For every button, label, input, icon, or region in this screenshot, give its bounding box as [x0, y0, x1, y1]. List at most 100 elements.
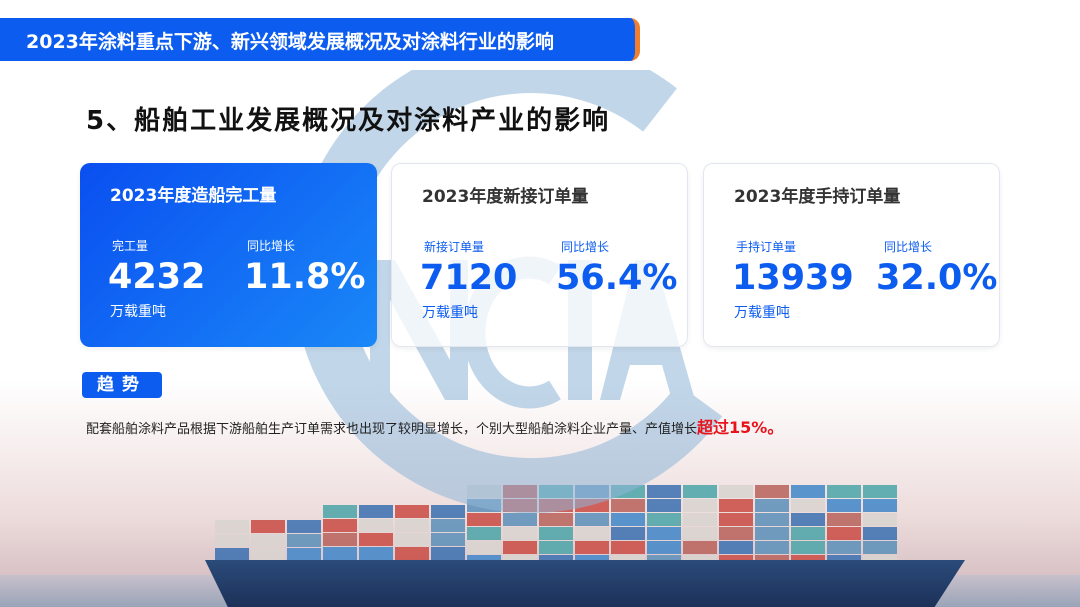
shipping-container — [755, 485, 789, 498]
trend-highlight: 超过15%。 — [697, 418, 784, 437]
shipping-container — [467, 513, 501, 526]
card-growth-label: 同比增长 — [884, 240, 933, 254]
shipping-container — [431, 533, 465, 546]
shipping-container — [791, 541, 825, 554]
shipping-container — [611, 541, 645, 554]
shipping-container — [683, 541, 717, 554]
card-growth-value: 11.8% — [244, 257, 366, 297]
shipping-container — [431, 547, 465, 560]
card-holding-orders: 2023年度手持订单量 手持订单量 13939 万载重吨 同比增长 32.0% — [703, 163, 1000, 347]
shipping-container — [755, 527, 789, 540]
shipping-container — [503, 513, 537, 526]
shipping-container — [683, 499, 717, 512]
shipping-container — [647, 513, 681, 526]
card-title: 2023年度手持订单量 — [734, 187, 901, 207]
section-banner: 2023年涂料重点下游、新兴领域发展概况及对涂料行业的影响 — [0, 18, 640, 61]
shipping-container — [323, 519, 357, 532]
shipping-container — [791, 485, 825, 498]
shipping-container — [863, 527, 897, 540]
shipping-container — [719, 541, 753, 554]
shipping-container — [827, 499, 861, 512]
shipping-container — [827, 513, 861, 526]
shipping-container — [395, 505, 429, 518]
trend-tag: 趋势 — [82, 372, 162, 398]
card-label: 新接订单量 — [424, 240, 485, 254]
shipping-container — [323, 547, 357, 560]
shipping-container — [359, 547, 393, 560]
shipping-container — [647, 499, 681, 512]
card-title: 2023年度造船完工量 — [110, 186, 277, 206]
shipping-container — [395, 547, 429, 560]
shipping-container — [611, 513, 645, 526]
shipping-container — [647, 541, 681, 554]
trend-description: 配套船舶涂料产品根据下游船舶生产订单需求也出现了较明显增长，个别大型船舶涂料企业… — [86, 414, 783, 438]
shipping-container — [251, 548, 285, 561]
shipping-container — [719, 499, 753, 512]
shipping-container — [539, 513, 573, 526]
shipping-container — [287, 520, 321, 533]
card-growth-value: 56.4% — [556, 258, 678, 298]
ship-hull — [205, 560, 965, 607]
card-label: 手持订单量 — [736, 240, 797, 254]
shipping-container — [863, 541, 897, 554]
shipping-container — [647, 527, 681, 540]
banner-title: 2023年涂料重点下游、新兴领域发展概况及对涂料行业的影响 — [26, 31, 554, 53]
shipping-container — [791, 527, 825, 540]
shipping-container — [755, 513, 789, 526]
shipping-container — [575, 527, 609, 540]
shipping-container — [719, 527, 753, 540]
shipping-container — [467, 541, 501, 554]
shipping-container — [575, 541, 609, 554]
page-title: 5、船舶工业发展概况及对涂料产业的影响 — [86, 106, 611, 136]
shipping-container — [215, 534, 249, 547]
shipping-container — [791, 513, 825, 526]
card-growth-label: 同比增长 — [561, 240, 610, 254]
shipping-container — [719, 485, 753, 498]
card-label: 完工量 — [112, 239, 149, 253]
shipping-container — [863, 499, 897, 512]
shipping-container — [431, 505, 465, 518]
shipping-container — [395, 533, 429, 546]
shipping-container — [539, 527, 573, 540]
shipping-container — [575, 513, 609, 526]
card-value: 13939 — [732, 258, 854, 298]
shipping-container — [791, 499, 825, 512]
card-unit: 万载重吨 — [422, 305, 478, 321]
card-value: 7120 — [420, 258, 518, 298]
card-title: 2023年度新接订单量 — [422, 187, 589, 207]
shipping-container — [287, 534, 321, 547]
card-new-orders: 2023年度新接订单量 新接订单量 7120 万载重吨 同比增长 56.4% — [391, 163, 688, 347]
card-growth-label: 同比增长 — [247, 239, 296, 253]
shipping-container — [611, 499, 645, 512]
shipping-container — [359, 533, 393, 546]
shipping-container — [359, 519, 393, 532]
shipping-container — [611, 527, 645, 540]
shipping-container — [719, 513, 753, 526]
shipping-container — [755, 541, 789, 554]
shipping-container — [539, 541, 573, 554]
card-value: 4232 — [108, 257, 206, 297]
shipping-container — [323, 533, 357, 546]
shipping-container — [467, 527, 501, 540]
trend-text: 配套船舶涂料产品根据下游船舶生产订单需求也出现了较明显增长，个别大型船舶涂料企业… — [86, 422, 698, 437]
shipping-container — [287, 548, 321, 561]
shipping-container — [863, 485, 897, 498]
shipping-container — [323, 505, 357, 518]
shipping-container — [503, 527, 537, 540]
card-growth-value: 32.0% — [876, 258, 998, 298]
card-unit: 万载重吨 — [734, 305, 790, 321]
shipping-container — [827, 485, 861, 498]
card-unit: 万载重吨 — [110, 304, 166, 320]
shipping-container — [683, 527, 717, 540]
shipping-container — [827, 527, 861, 540]
shipping-container — [251, 520, 285, 533]
shipping-container — [683, 513, 717, 526]
shipping-container — [431, 519, 465, 532]
shipping-container — [827, 541, 861, 554]
shipping-container — [683, 485, 717, 498]
shipping-container — [755, 499, 789, 512]
shipping-container — [215, 548, 249, 561]
card-completed: 2023年度造船完工量 完工量 4232 万载重吨 同比增长 11.8% — [80, 163, 377, 347]
shipping-container — [863, 513, 897, 526]
shipping-container — [251, 534, 285, 547]
